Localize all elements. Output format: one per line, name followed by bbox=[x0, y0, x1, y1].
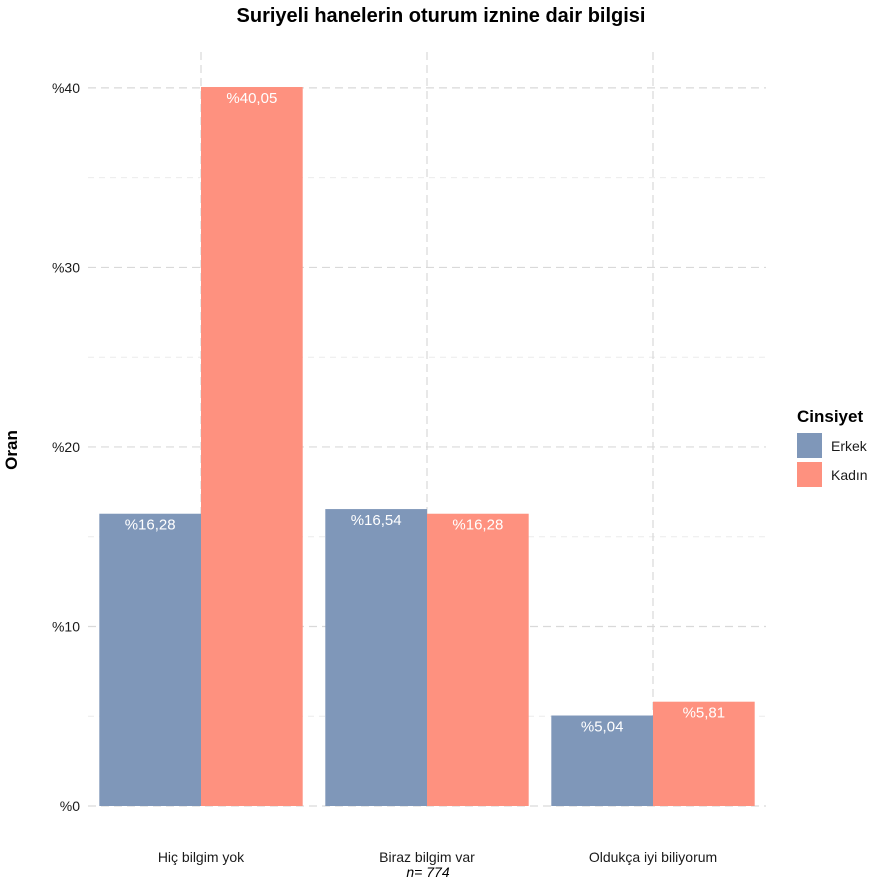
y-tick-label: %0 bbox=[60, 798, 80, 814]
bar-value-label: %5,04 bbox=[581, 719, 624, 736]
bar-kadn bbox=[201, 87, 303, 806]
legend-swatch bbox=[797, 462, 822, 487]
legend-label: Erkek bbox=[831, 438, 868, 454]
y-tick-label: %20 bbox=[52, 439, 80, 455]
bar-value-label: %16,54 bbox=[351, 512, 402, 529]
legend-label: Kadın bbox=[831, 467, 868, 483]
y-axis-title: Oran bbox=[2, 430, 21, 470]
x-tick-label: Oldukça iyi biliyorum bbox=[589, 849, 717, 865]
bar-erkek bbox=[99, 513, 201, 806]
sample-size-caption: n= 774 bbox=[406, 864, 449, 880]
data-labels: %16,28 %16,54 %5,04 %40,05 %16,28 %5,81 bbox=[125, 90, 725, 736]
x-tick-label: Biraz bilgim var bbox=[379, 849, 475, 865]
bar-erkek bbox=[325, 509, 427, 806]
bar-value-label: %5,81 bbox=[683, 705, 726, 722]
bar-value-label: %16,28 bbox=[125, 517, 176, 534]
legend-swatch bbox=[797, 433, 822, 458]
x-tick-label: Hiç bilgim yok bbox=[158, 849, 245, 865]
bar-kadn bbox=[427, 513, 529, 806]
y-tick-label: %10 bbox=[52, 618, 80, 634]
legend: Cinsiyet Erkek Kadın bbox=[797, 407, 868, 487]
bar-erkek bbox=[551, 715, 653, 806]
legend-title: Cinsiyet bbox=[797, 407, 863, 426]
y-tick-label: %30 bbox=[52, 259, 80, 275]
bar-value-label: %40,05 bbox=[226, 90, 277, 107]
bar-kadn bbox=[653, 701, 755, 806]
y-tick-label: %40 bbox=[52, 80, 80, 96]
bars bbox=[99, 87, 755, 806]
bar-value-label: %16,28 bbox=[452, 517, 503, 534]
chart-title: Suriyeli hanelerin oturum iznine dair bi… bbox=[237, 5, 646, 27]
axes: %0 %10 %20 %30 %40 Hiç bilgim yok Biraz bilgim… bbox=[52, 80, 717, 865]
